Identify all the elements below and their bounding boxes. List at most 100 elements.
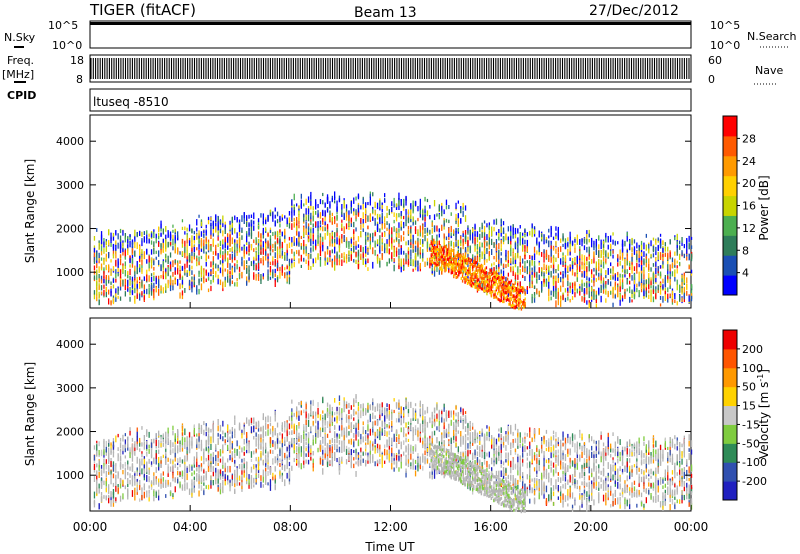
data-cell — [303, 239, 305, 247]
data-cell — [238, 232, 241, 237]
data-cell — [681, 282, 683, 287]
data-cell — [100, 266, 103, 271]
data-cell — [445, 266, 447, 270]
data-cell — [150, 291, 153, 296]
data-cell — [621, 243, 624, 251]
data-cell — [552, 268, 555, 274]
data-cell — [212, 261, 214, 265]
data-cell — [129, 290, 131, 296]
data-cell — [453, 257, 455, 261]
data-cell — [481, 275, 484, 279]
data-cell — [581, 296, 583, 302]
data-cell — [588, 277, 590, 282]
data-cell — [463, 261, 465, 265]
data-cell — [461, 259, 464, 263]
data-cell — [667, 277, 669, 283]
data-cell — [426, 198, 429, 203]
data-cell — [210, 245, 212, 252]
data-cell — [436, 225, 438, 232]
data-cell — [518, 293, 520, 297]
data-cell — [400, 235, 402, 242]
data-cell — [172, 431, 174, 436]
data-cell — [403, 236, 405, 241]
data-cell — [96, 479, 98, 483]
data-cell — [148, 255, 150, 263]
data-cell — [536, 271, 538, 278]
data-cell — [600, 275, 602, 281]
data-cell — [494, 278, 496, 282]
data-cell — [431, 260, 434, 264]
data-cell — [279, 239, 281, 243]
data-cell — [229, 270, 231, 274]
data-cell — [93, 251, 96, 258]
data-cell — [445, 268, 447, 272]
data-cell — [276, 211, 279, 217]
data-cell — [538, 267, 540, 273]
data-cell — [541, 285, 543, 291]
data-cell — [443, 233, 445, 240]
data-cell — [438, 240, 440, 245]
data-cell — [591, 274, 593, 279]
data-cell — [281, 266, 283, 273]
data-cell — [234, 263, 236, 267]
data-cell — [255, 256, 257, 261]
data-cell — [379, 228, 381, 233]
data-cell — [426, 227, 429, 233]
data-cell — [108, 439, 110, 444]
data-cell — [593, 240, 595, 245]
data-cell — [148, 290, 150, 295]
data-cell — [500, 269, 502, 274]
data-cell — [376, 242, 379, 247]
data-cell — [369, 233, 371, 239]
data-cell — [483, 285, 485, 289]
data-cell — [110, 474, 112, 479]
data-cell — [98, 483, 100, 489]
data-cell — [127, 442, 129, 448]
data-cell — [518, 298, 520, 302]
data-cell — [474, 230, 476, 237]
data-cell — [108, 494, 110, 499]
data-cell — [588, 291, 590, 299]
data-cell — [96, 444, 98, 451]
data-cell — [369, 216, 371, 221]
data-cell — [272, 259, 274, 266]
data-cell — [512, 248, 514, 252]
data-cell — [435, 257, 437, 261]
beam-label: Beam 13 — [354, 5, 417, 21]
data-cell — [491, 238, 493, 246]
data-cell — [436, 265, 438, 272]
data-cell — [503, 276, 505, 280]
data-cell — [165, 458, 167, 464]
data-cell — [600, 268, 602, 274]
data-cell — [514, 234, 517, 239]
data-cell — [122, 230, 124, 236]
colorbar-tick-label: 12 — [742, 222, 756, 235]
data-cell — [174, 228, 176, 233]
data-cell — [526, 286, 528, 290]
data-cell — [174, 452, 176, 458]
data-cell — [581, 261, 583, 266]
data-cell — [648, 273, 650, 279]
data-cell — [136, 261, 138, 268]
data-cell — [638, 250, 640, 255]
y-tick-label: 2000 — [56, 223, 84, 236]
data-cell — [500, 295, 503, 299]
data-cell — [158, 430, 160, 437]
data-cell — [431, 253, 434, 257]
data-cell — [172, 238, 174, 246]
data-cell — [288, 222, 291, 229]
data-cell — [191, 279, 193, 284]
data-cell — [139, 293, 141, 301]
data-cell — [139, 458, 141, 466]
data-cell — [203, 245, 205, 252]
data-cell — [236, 250, 238, 254]
data-cell — [177, 279, 179, 286]
data-cell — [153, 475, 155, 481]
data-cell — [160, 286, 162, 291]
data-cell — [329, 242, 331, 247]
data-cell — [467, 240, 469, 247]
data-cell — [348, 256, 350, 262]
data-cell — [595, 290, 597, 297]
data-cell — [499, 293, 501, 297]
